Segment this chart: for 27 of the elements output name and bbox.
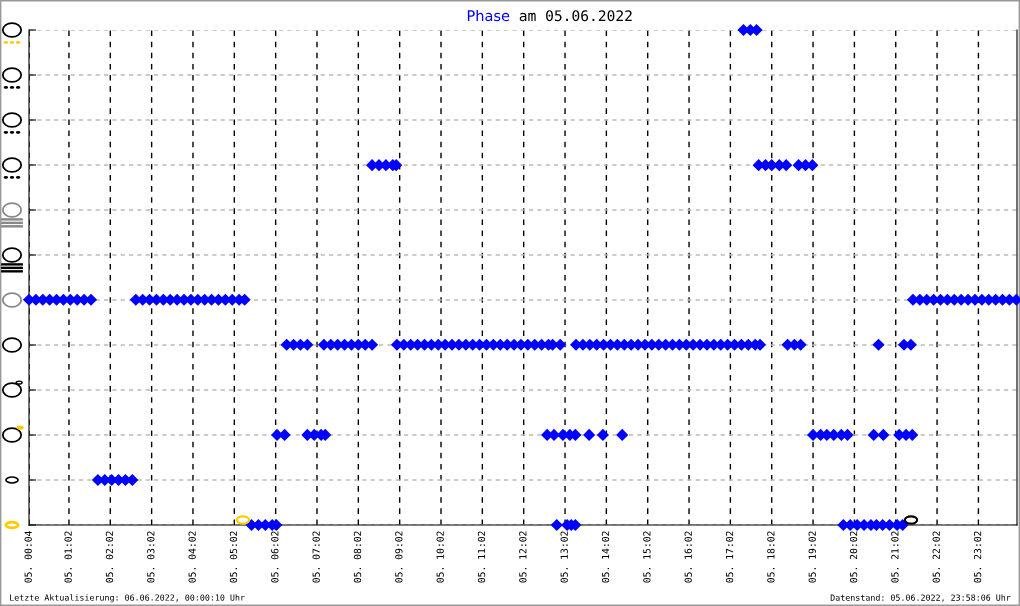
chart-title: Phase am 05.06.2022 <box>467 9 632 22</box>
text: Datenstand: 05.06.2022, 23:58:06 Uhr <box>830 594 1011 602</box>
x-tick-label: 05. 01:02 <box>64 531 72 583</box>
x-tick-label: 05. 08:02 <box>353 531 362 583</box>
x-tick-label: 05. 18:02 <box>767 531 775 583</box>
x-tick-label: 05. 11:02 <box>477 531 486 583</box>
x-tick-label: 05. 03:02 <box>147 531 155 583</box>
x-tick-label: 05. 14:02 <box>601 531 610 583</box>
x-tick-label: 05. 19:02 <box>808 531 816 583</box>
x-tick-label: 05. 13:02 <box>560 531 568 583</box>
x-tick-label: 05. 10:02 <box>436 531 444 583</box>
x-tick-label: 05. 05:02 <box>229 531 238 583</box>
x-tick-label: 05. 02:02 <box>105 531 114 583</box>
x-tick-label: 05. 22:02 <box>932 531 940 583</box>
x-tick-label: 05. 12:02 <box>519 531 527 583</box>
x-tick-label: 05. 16:02 <box>684 531 692 583</box>
x-tick-label: 05. 15:02 <box>643 531 651 583</box>
x-tick-label: 05. 17:02 <box>725 531 734 583</box>
x-tick-label: 05. 20:02 <box>849 531 858 583</box>
x-tick-label: 05. 21:02 <box>891 531 899 583</box>
x-tick-label: 05. 00:04 <box>24 531 32 583</box>
x-tick-label: 05. 07:02 <box>312 531 320 583</box>
x-tick-label: 05. 04:02 <box>188 531 196 583</box>
text: Letzte Aktualisierung: 06.06.2022, 00:00:10 Uhr <box>10 594 245 603</box>
x-tick-label: 05. 23:02 <box>973 531 982 583</box>
x-tick-label: 05. 06:02 <box>271 531 279 583</box>
x-tick-label: 05. 09:02 <box>395 531 403 583</box>
